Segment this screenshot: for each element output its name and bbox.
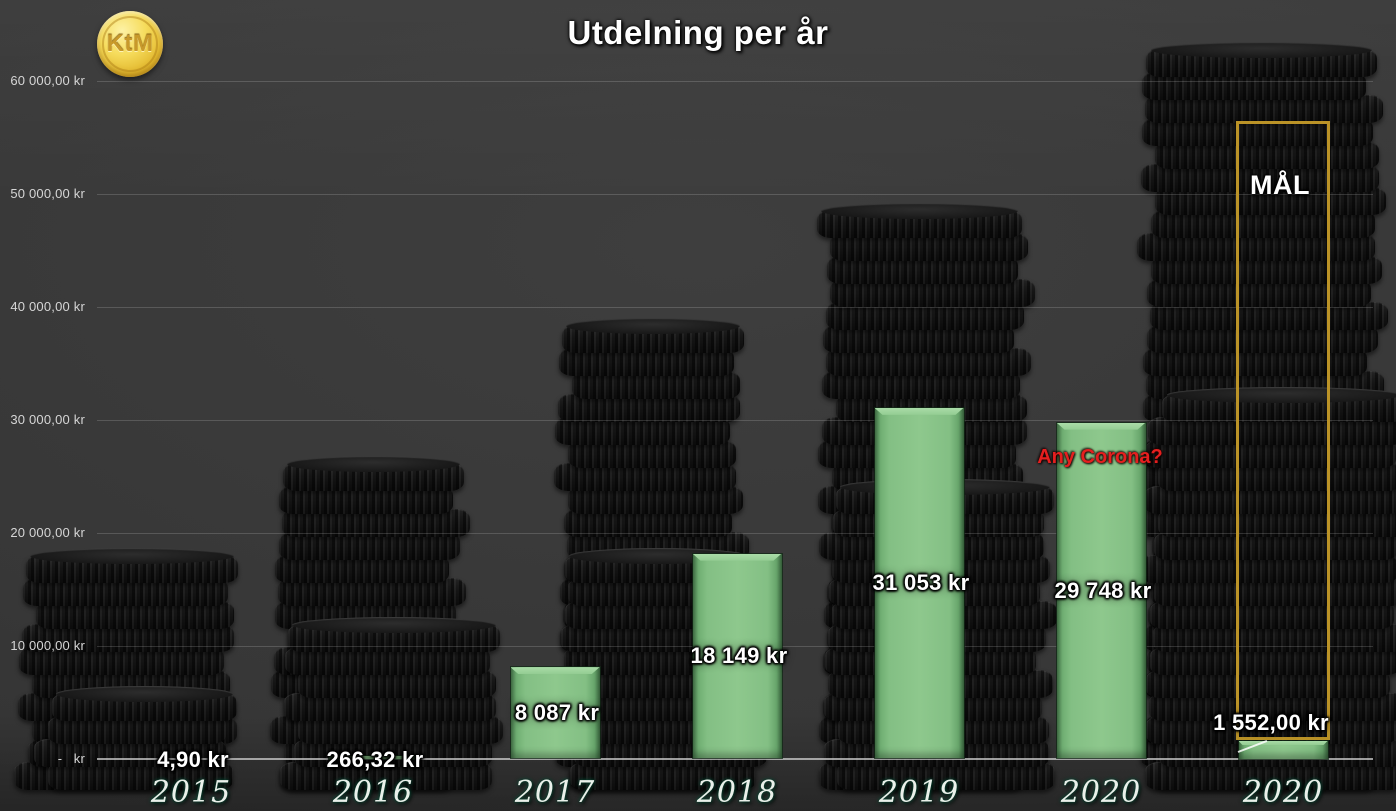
y-axis-tick-label: 10 000,00 kr [10,637,85,653]
gridline [97,193,1373,195]
bar-value-label: 8 087 kr [514,699,600,725]
y-axis-tick-label: 60 000,00 kr [10,73,85,88]
coin [52,686,237,721]
year-label-2019: 2019 [878,775,960,810]
coin [26,548,238,583]
bar-value-label: 266,32 kr [326,746,424,772]
coin [288,617,500,652]
y-axis-tick-label: 50 000,00 kr [10,185,85,201]
bar-2020 [1056,422,1146,759]
year-label-2015: 2015 [150,775,232,810]
y-axis-tick-label: 40 000,00 kr [10,298,85,314]
coin [817,203,1022,238]
year-label-2018: 2018 [696,775,778,810]
gridline [97,81,1373,82]
year-label-2017: 2017 [514,775,596,810]
bar-2018 [692,553,782,759]
goal-box: MÅL [1236,120,1330,740]
gridline [97,306,1373,308]
gridline [97,419,1373,421]
coin [562,318,744,353]
y-axis-tick-label: 20 000,00 kr [10,524,85,540]
coin [1146,42,1377,77]
bar-2016 [328,755,418,759]
bar-value-label: 4,90 kr [157,746,229,772]
chart-title: Utdelning per år [567,14,829,51]
bar-value-label: 1 552,00 kr [1213,710,1329,735]
coin [283,456,464,491]
bar-2017 [510,667,600,759]
x-axis-baseline [97,757,1373,760]
logo-text: KtM [106,30,154,57]
coin [1162,387,1396,422]
ktm-coin-logo: KtM [97,11,163,77]
bar-2020 [1238,741,1328,759]
bar-2019 [874,407,964,759]
year-label-2020: 2020 [1242,775,1324,810]
y-axis-tick-label: 30 000,00 kr [10,411,85,427]
year-label-2020: 2020 [1060,775,1142,810]
y-axis-tick-label: - kr [57,750,85,766]
bar-value-label: 31 053 kr [872,570,970,596]
goal-label: MÅL [1250,169,1310,200]
bar-value-label: 18 149 kr [690,643,788,668]
gridline [97,532,1373,534]
year-label-2016: 2016 [332,775,414,810]
corona-annotation: Any Corona? [1037,446,1163,468]
bar-value-label: 29 748 kr [1054,577,1152,603]
